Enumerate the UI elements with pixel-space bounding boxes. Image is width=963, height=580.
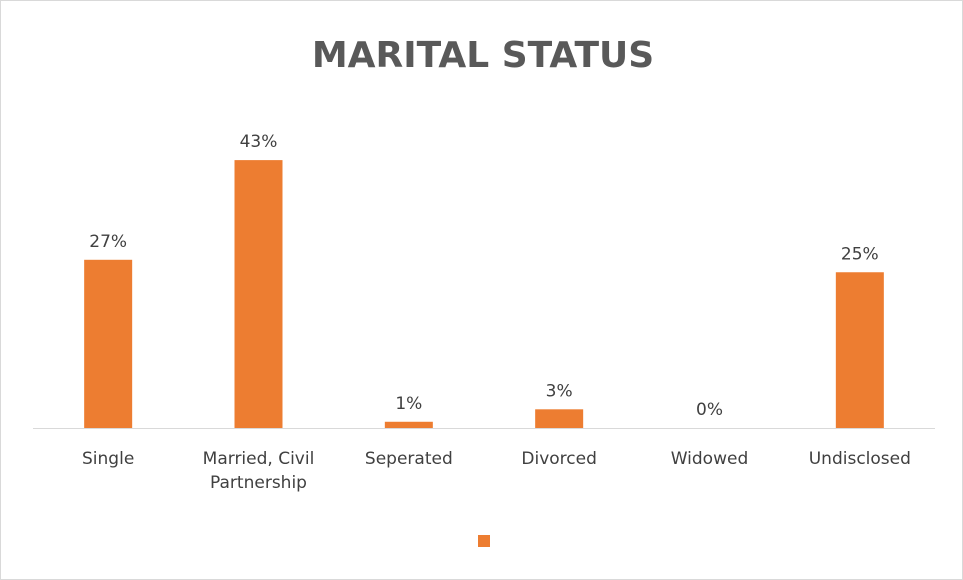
data-label: 3% (546, 381, 573, 401)
data-label: 1% (395, 394, 422, 414)
x-tick-label: Seperated (364, 449, 453, 469)
x-tick-label: Married, Civil Partnership (202, 449, 315, 493)
bar (234, 160, 283, 429)
data-label: 25% (841, 244, 879, 264)
chart-title: MARITAL STATUS (312, 35, 654, 76)
x-tick-label: Undisclosed (808, 449, 911, 469)
x-tick-label: Single (82, 449, 135, 469)
bar (84, 259, 133, 428)
bar (535, 409, 584, 428)
data-label: 27% (89, 232, 127, 252)
bar (835, 272, 884, 428)
data-label: 0% (696, 400, 723, 420)
legend-swatch (478, 535, 490, 547)
data-label: 43% (240, 132, 278, 152)
bar (384, 421, 433, 428)
x-tick-label: Widowed (670, 449, 749, 469)
x-tick-label: Divorced (521, 449, 597, 469)
